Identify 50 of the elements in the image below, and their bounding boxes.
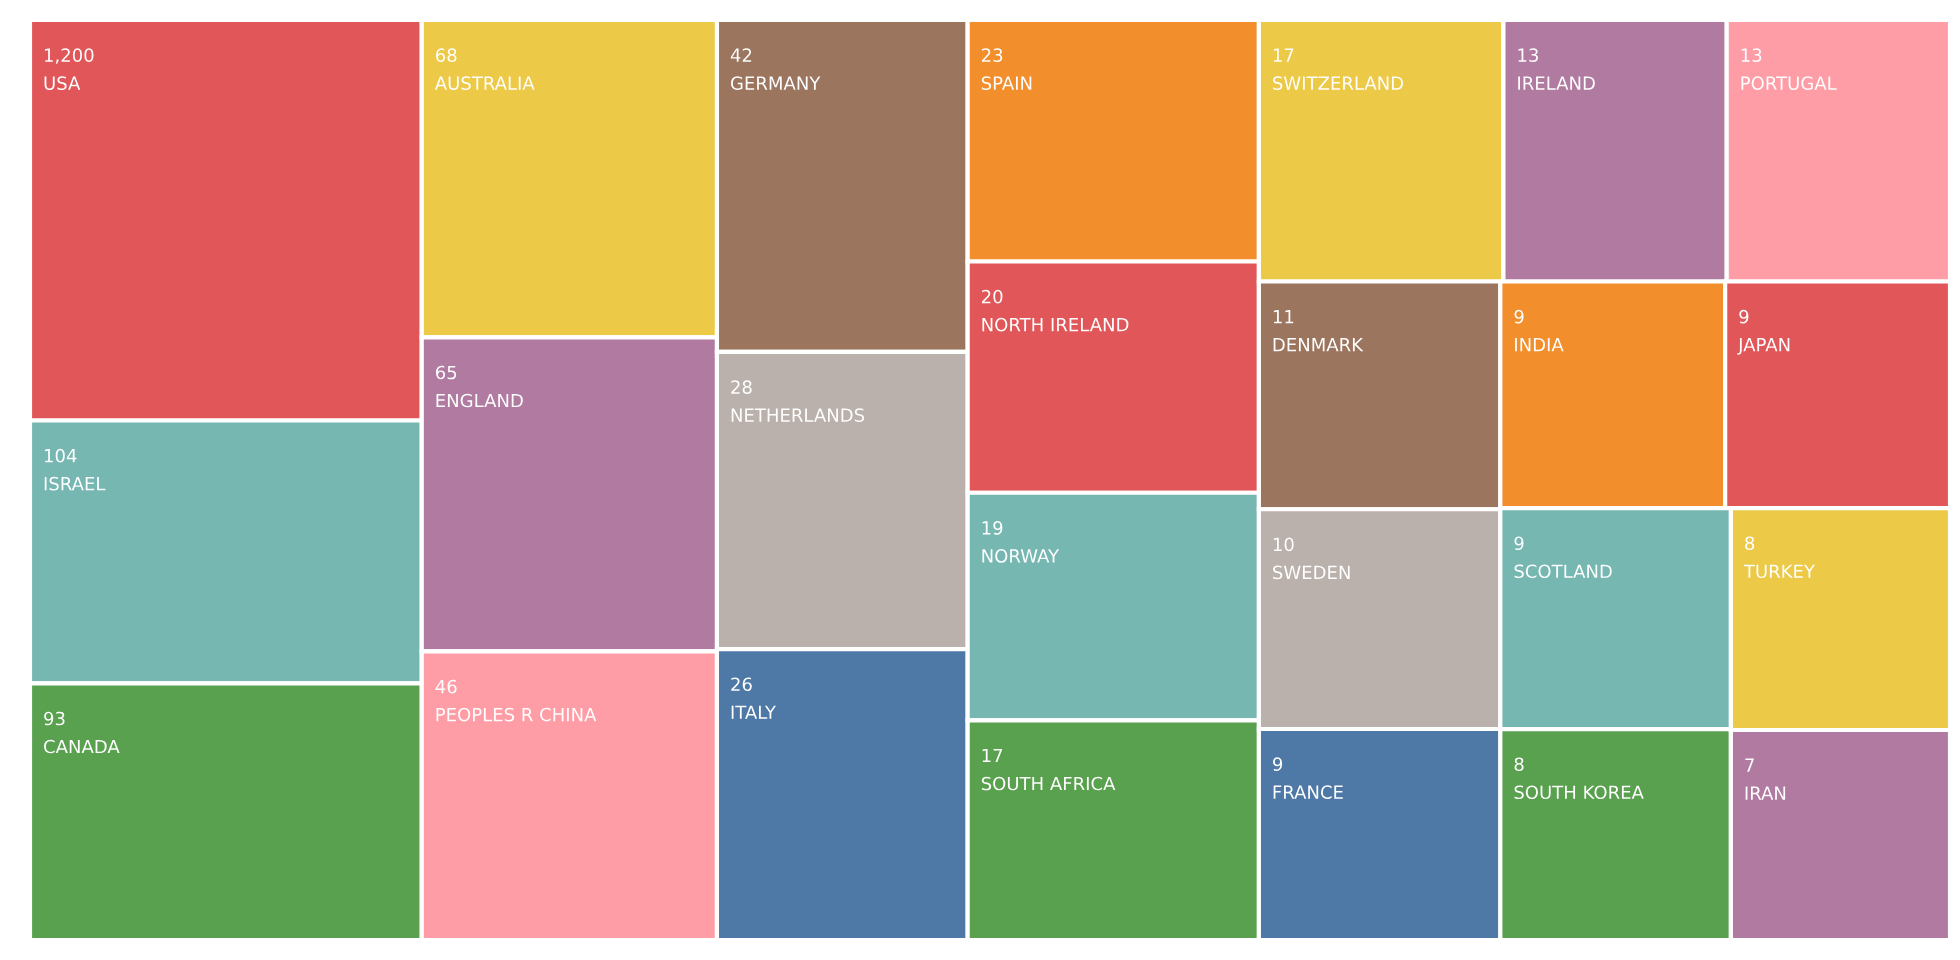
category-label: NETHERLANDS [731, 408, 865, 422]
data-label: 17 [1273, 48, 1294, 62]
data-label: 65 [436, 365, 457, 380]
category-label: ISRAEL [44, 476, 106, 491]
data-label: 7 [1745, 758, 1754, 772]
data-label: 8 [1745, 536, 1755, 551]
data-label: 17 [982, 748, 1003, 763]
category-label: FRANCE [1273, 785, 1343, 799]
category-label: IRELAND [1518, 76, 1595, 90]
category-label: ENGLAND [436, 393, 523, 408]
data-label: 1,200 [44, 48, 94, 64]
category-label: SWITZERLAND [1273, 76, 1404, 90]
data-label: 8 [1514, 757, 1524, 772]
category-label: SPAIN [981, 76, 1032, 90]
category-label: ITALY [731, 705, 776, 719]
data-label: 93 [44, 711, 65, 726]
data-label: 19 [982, 521, 1003, 535]
data-label: 13 [1741, 48, 1762, 62]
data-label: 9 [1273, 757, 1283, 771]
data-label: 9 [1514, 536, 1524, 551]
category-label: SCOTLAND [1514, 564, 1612, 579]
data-label: 9 [1514, 309, 1524, 324]
category-label: INDIA [1515, 338, 1564, 352]
data-label: 20 [981, 289, 1003, 304]
category-label: PEOPLES R CHINA [436, 707, 597, 722]
category-label: PORTUGAL [1741, 76, 1837, 90]
data-label: 9 [1739, 309, 1749, 324]
data-label: 13 [1518, 48, 1538, 62]
category-label: GERMANY [730, 76, 821, 90]
category-label: TURKEY [1743, 564, 1815, 579]
data-label: 26 [731, 677, 752, 692]
data-label: 42 [730, 48, 752, 62]
data-label: 11 [1273, 310, 1294, 324]
category-label: CANADA [44, 739, 120, 754]
category-label: NORWAY [982, 549, 1060, 563]
category-label: USA [44, 76, 81, 90]
category-label: SOUTH AFRICA [981, 776, 1116, 791]
category-label: SOUTH KOREA [1514, 785, 1644, 800]
data-label: 28 [731, 380, 752, 394]
category-label: IRAN [1745, 786, 1786, 800]
data-label: 10 [1273, 537, 1294, 552]
data-label: 46 [435, 679, 457, 694]
data-label: 104 [44, 448, 77, 463]
category-label: DENMARK [1273, 338, 1364, 352]
data-label: 68 [436, 48, 457, 62]
category-label: JAPAN [1737, 338, 1790, 355]
data-label: 23 [981, 48, 1003, 62]
category-label: AUSTRALIA [434, 76, 535, 90]
category-label: NORTH IRELAND [982, 317, 1129, 332]
category-label: SWEDEN [1273, 565, 1350, 580]
